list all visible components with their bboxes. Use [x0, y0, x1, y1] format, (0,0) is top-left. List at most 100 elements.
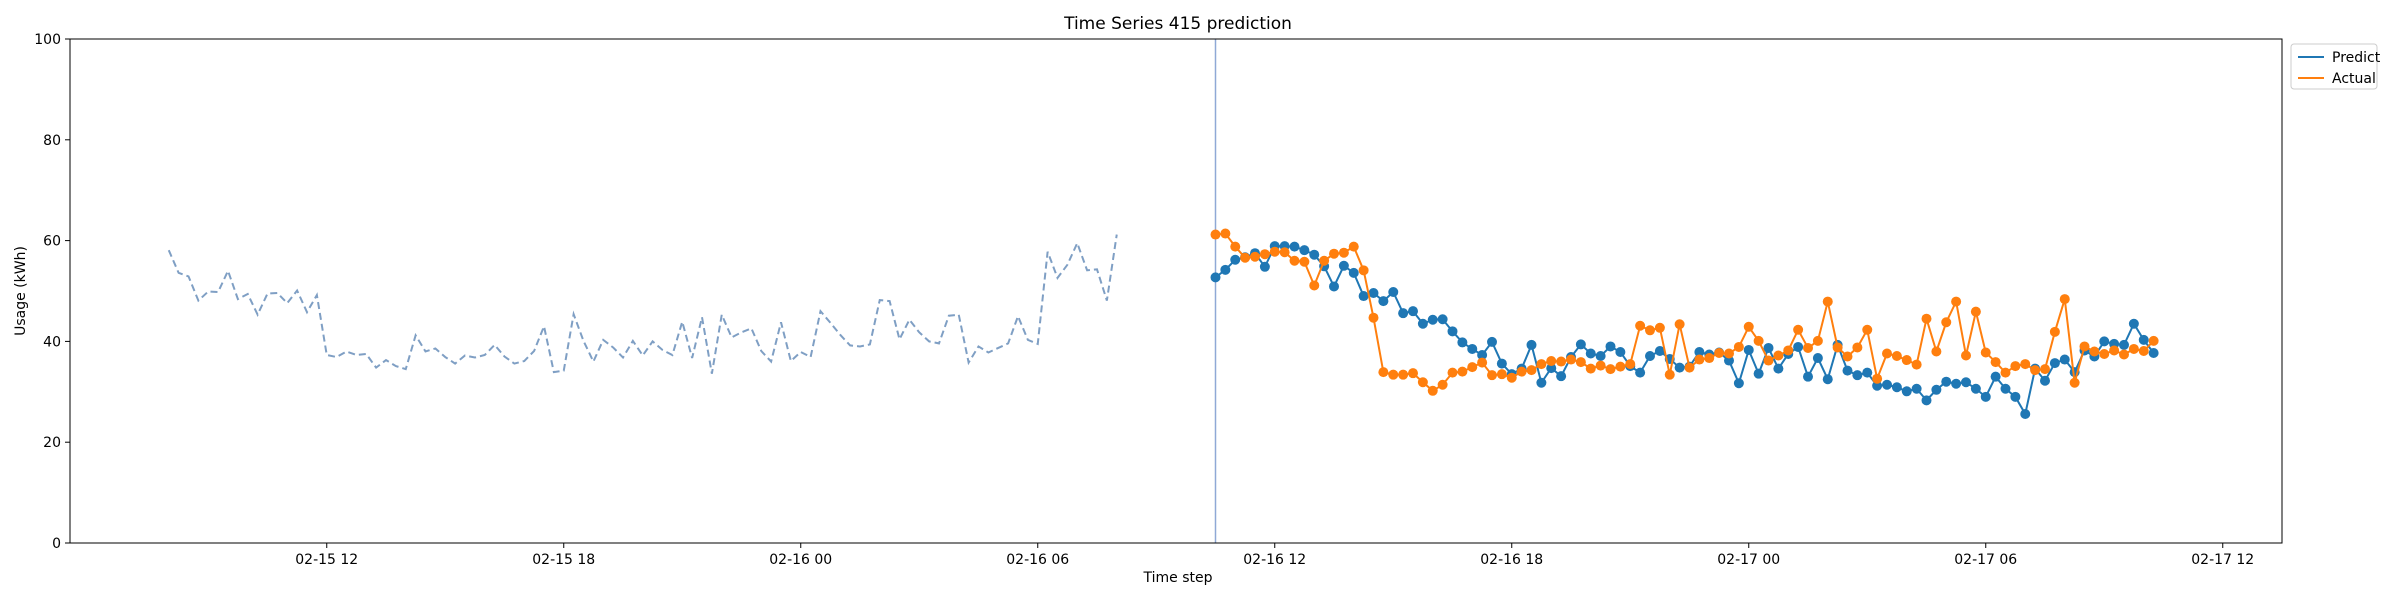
- actual-point: [1714, 347, 1725, 358]
- actual-point: [1931, 346, 1942, 357]
- actual-point: [1645, 325, 1655, 336]
- actual-point: [1822, 296, 1833, 307]
- actual-point: [1210, 229, 1221, 240]
- predict-point: [2059, 354, 2070, 365]
- predict-point: [2049, 358, 2060, 369]
- predict-point: [1230, 254, 1241, 265]
- y-tick-label: 60: [43, 234, 61, 250]
- x-tick-label: 02-15 18: [532, 552, 595, 568]
- actual-point: [1832, 342, 1843, 353]
- actual-point: [1556, 356, 1567, 367]
- predict-point: [2099, 336, 2110, 347]
- predict-point: [1793, 341, 1804, 352]
- actual-point: [1319, 255, 1330, 266]
- x-axis-ticks: 02-15 12 02-15 18 02-16 00 02-16 06 02-16 12…: [295, 543, 2254, 568]
- actual-point: [1427, 385, 1438, 396]
- predict-point: [1901, 386, 1912, 397]
- predict-point: [1358, 291, 1369, 302]
- x-tick-label: 02-16 00: [769, 552, 832, 568]
- actual-point: [1654, 322, 1665, 333]
- predict-point: [1941, 376, 1952, 387]
- actual-point: [1477, 357, 1488, 368]
- actual-point: [1457, 366, 1468, 377]
- actual-point: [1615, 361, 1626, 372]
- actual-point: [1724, 348, 1734, 359]
- predict-point: [1575, 339, 1586, 350]
- actual-point: [2059, 294, 2070, 305]
- predict-point: [2148, 347, 2159, 358]
- predict-point: [1645, 351, 1655, 362]
- predict-point: [1210, 272, 1221, 283]
- y-axis-ticks: 0 20 40 60 80 100: [34, 32, 70, 552]
- predict-point: [1812, 353, 1823, 364]
- actual-point: [1585, 363, 1596, 374]
- predict-point: [1457, 337, 1468, 348]
- actual-point: [1269, 246, 1280, 257]
- predict-point: [1773, 363, 1784, 374]
- x-tick-label: 02-17 00: [1717, 552, 1780, 568]
- predict-point: [1605, 341, 1616, 352]
- actual-point: [1506, 372, 1517, 383]
- actual-point: [1911, 359, 1922, 370]
- predict-point: [1447, 326, 1458, 337]
- actual-point: [1980, 347, 1991, 358]
- predict-point: [1852, 370, 1863, 381]
- axes-frame: [69, 38, 2283, 544]
- actual-point: [2040, 364, 2050, 375]
- predict-point: [1743, 344, 1754, 355]
- actual-point: [1812, 335, 1823, 346]
- predict-point: [1536, 377, 1547, 388]
- legend-label-predict: Predict: [2332, 50, 2381, 66]
- actual-point: [2069, 377, 2080, 388]
- predict-point: [1595, 351, 1606, 362]
- predict-point: [1694, 346, 1705, 357]
- predict-point: [2040, 375, 2050, 386]
- actual-point: [1921, 313, 1932, 324]
- predict-point: [1398, 308, 1409, 319]
- predict-point: [1417, 318, 1428, 329]
- x-axis-label: Time step: [1143, 570, 1213, 586]
- predict-point: [1674, 362, 1685, 373]
- actual-point: [2079, 341, 2090, 352]
- predict-point: [1408, 306, 1418, 317]
- actual-point: [1447, 367, 1458, 378]
- actual-point: [1733, 341, 1744, 352]
- actual-point: [1674, 319, 1685, 330]
- actual-point: [2099, 349, 2110, 359]
- actual-point: [1408, 368, 1418, 379]
- predict-point: [1546, 363, 1557, 374]
- y-axis-label: Usage (kWh): [13, 246, 29, 336]
- actual-point: [2148, 335, 2159, 346]
- actual-point: [1378, 367, 1389, 378]
- predict-point: [1882, 379, 1892, 390]
- actual-point: [1417, 377, 1428, 388]
- actual-point: [1664, 369, 1675, 380]
- actual-point: [1279, 247, 1290, 258]
- actual-point: [1338, 247, 1349, 258]
- predict-point: [1526, 339, 1537, 350]
- actual-point: [1882, 348, 1892, 359]
- actual-point: [1398, 369, 1409, 380]
- predict-point: [1822, 374, 1833, 385]
- y-tick-label: 20: [43, 435, 61, 451]
- predict-point: [1477, 350, 1488, 361]
- actual-point: [1289, 255, 1300, 266]
- actual-point: [1842, 351, 1853, 362]
- x-tick-label: 02-17 06: [1954, 552, 2017, 568]
- plot-area: [69, 38, 2283, 544]
- actual-point: [1803, 342, 1813, 353]
- actual-point: [1891, 351, 1902, 362]
- actual-point: [1970, 306, 1981, 317]
- actual-point: [1625, 359, 1636, 370]
- y-tick-label: 100: [34, 32, 61, 48]
- predict-point: [1289, 241, 1300, 252]
- actual-point: [2000, 367, 2011, 378]
- legend: Predict Actual: [2290, 43, 2381, 90]
- actual-point: [1309, 280, 1320, 291]
- actual-point: [1990, 357, 2001, 368]
- actual-point: [1299, 256, 1310, 267]
- actual-point: [1951, 296, 1962, 307]
- actual-point: [2089, 346, 2100, 357]
- actual-point: [2128, 343, 2139, 354]
- chart-title: Time Series 415 prediction: [1063, 14, 1292, 34]
